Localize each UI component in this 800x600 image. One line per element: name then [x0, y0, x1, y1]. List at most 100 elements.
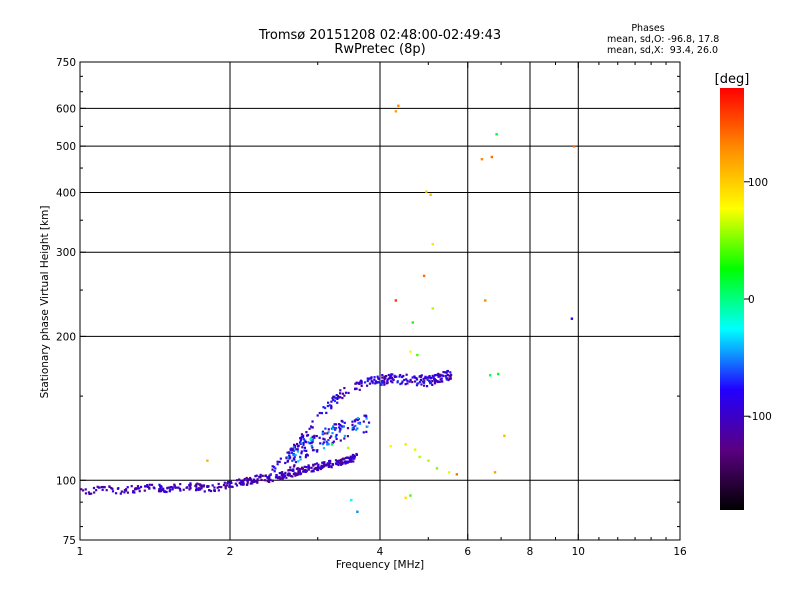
o-trace-point — [327, 428, 330, 431]
chart-subtitle: RwPretec (8p) — [334, 42, 425, 57]
o-trace-point — [266, 476, 269, 479]
x-trace-point — [330, 443, 334, 446]
o-trace-point — [285, 476, 288, 479]
o-trace-point — [308, 427, 311, 430]
o-trace-point — [340, 460, 343, 464]
o-trace-point — [358, 422, 362, 425]
o-trace-point — [248, 478, 251, 481]
o-trace-point — [424, 376, 427, 380]
o-trace-point — [404, 383, 407, 386]
o-trace-point — [411, 380, 414, 384]
colorbar-tick-label: 0 — [748, 294, 755, 306]
o-trace-point — [124, 488, 128, 491]
y-tick-label: 600 — [56, 103, 76, 115]
o-trace-point — [228, 485, 231, 488]
o-trace-point — [319, 467, 322, 471]
o-trace-point — [304, 441, 307, 444]
o-trace-point — [97, 486, 100, 489]
o-trace-point — [125, 489, 128, 492]
o-trace-point — [292, 465, 296, 468]
o-trace-point — [346, 460, 349, 463]
o-trace-point — [406, 379, 409, 382]
o-trace-point — [338, 392, 342, 395]
x-trace-point — [389, 444, 392, 448]
o-trace-point — [367, 421, 371, 424]
o-trace-point — [348, 456, 351, 460]
o-trace-point — [236, 479, 239, 482]
colorbar: [deg] 100 0 -100 — [715, 72, 772, 510]
o-trace-point — [365, 430, 368, 433]
o-trace-point — [431, 379, 434, 383]
o-trace-point — [252, 478, 256, 481]
o-trace-point — [350, 457, 353, 460]
o-trace-point — [444, 375, 448, 378]
o-trace-point — [287, 473, 290, 476]
o-trace-point — [169, 485, 173, 489]
o-trace-point — [291, 459, 294, 462]
o-trace-point — [330, 435, 333, 438]
x-trace-point — [404, 443, 407, 446]
o-trace-point — [331, 441, 334, 445]
o-trace-point — [322, 437, 325, 440]
o-trace-point — [302, 443, 305, 446]
o-trace-point — [357, 422, 360, 425]
o-trace-point — [240, 481, 244, 485]
o-trace-point — [330, 466, 333, 469]
o-trace-point — [446, 377, 449, 380]
o-trace-point — [303, 465, 306, 468]
o-trace-point — [345, 456, 348, 460]
o-trace-point — [304, 454, 308, 457]
o-trace-point — [431, 374, 434, 377]
o-trace-point — [442, 371, 445, 374]
o-trace-point — [356, 418, 359, 422]
o-trace-point — [320, 464, 323, 467]
o-trace-point — [384, 377, 387, 380]
o-trace-point — [278, 460, 281, 464]
o-trace-point — [436, 380, 439, 383]
o-trace-point — [287, 469, 290, 472]
o-trace-point — [318, 411, 321, 415]
o-trace-point — [148, 487, 151, 490]
o-trace-point — [123, 491, 126, 494]
o-trace-point — [325, 440, 328, 443]
o-trace-point — [286, 456, 290, 459]
o-trace-point — [433, 380, 436, 383]
o-trace-point — [339, 428, 342, 431]
o-trace-point — [105, 489, 108, 492]
o-trace-point — [350, 459, 353, 462]
o-trace-point — [381, 376, 384, 379]
o-trace-point — [281, 477, 284, 480]
stats-heading: Phases — [631, 23, 664, 34]
o-trace-point — [291, 475, 294, 478]
o-trace-point — [335, 433, 338, 437]
o-trace-point — [343, 421, 346, 424]
o-trace-point — [366, 425, 369, 428]
o-trace-point — [365, 415, 368, 418]
o-trace-point — [96, 485, 99, 488]
o-trace-point — [300, 435, 303, 438]
o-trace-point — [405, 373, 408, 376]
x-trace-point — [572, 145, 576, 148]
o-trace-point — [302, 438, 306, 441]
o-trace-point — [332, 427, 335, 431]
o-trace-point — [319, 442, 322, 445]
o-trace-point — [344, 391, 348, 394]
o-trace-point — [445, 376, 448, 379]
o-trace-point — [339, 459, 342, 462]
o-trace-point — [391, 378, 395, 381]
o-trace-point — [136, 487, 139, 490]
o-trace-point — [302, 470, 305, 473]
o-trace-point — [119, 492, 122, 495]
o-trace-point — [374, 382, 377, 385]
o-trace-point — [289, 474, 293, 478]
o-trace-point — [401, 375, 404, 379]
o-trace-point — [280, 477, 283, 480]
o-trace-point — [217, 482, 220, 486]
o-trace-point — [202, 485, 205, 488]
o-trace-point — [420, 374, 423, 377]
o-trace-point — [146, 483, 149, 487]
o-trace-point — [171, 486, 174, 489]
o-trace-point — [430, 381, 433, 384]
o-trace-point — [413, 380, 417, 383]
o-trace-point — [353, 419, 357, 422]
